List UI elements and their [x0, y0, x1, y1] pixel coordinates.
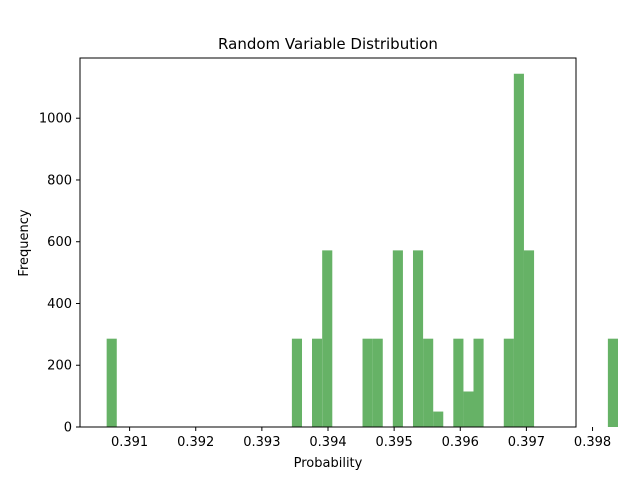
histogram-bar	[311, 338, 323, 427]
x-tick-label: 0.392	[177, 435, 214, 450]
y-tick-label: 600	[47, 235, 72, 250]
y-tick-label: 400	[47, 297, 72, 312]
histogram-bar	[523, 250, 535, 427]
histogram-bar	[322, 250, 333, 427]
histogram-bar	[106, 338, 117, 427]
y-tick-label: 200	[47, 359, 72, 374]
x-axis-label: Probability	[294, 456, 363, 471]
histogram-bar	[463, 391, 474, 427]
y-tick-label: 1000	[39, 112, 72, 127]
histogram-bar	[392, 250, 403, 427]
plot-frame	[79, 57, 577, 428]
histogram-bar	[607, 338, 618, 427]
x-tick-label: 0.391	[111, 435, 148, 450]
histogram-bar	[372, 338, 383, 427]
y-tick-label: 800	[47, 173, 72, 188]
histogram-bar	[412, 250, 424, 427]
x-tick-label: 0.397	[508, 435, 545, 450]
x-tick-label: 0.394	[309, 435, 346, 450]
histogram-bar	[433, 411, 444, 427]
histogram-bar	[453, 338, 464, 427]
histogram-bar	[423, 338, 434, 427]
x-tick-label: 0.396	[442, 435, 479, 450]
y-tick-label: 0	[64, 421, 72, 436]
histogram-bar	[503, 338, 514, 427]
y-axis-ticks: 0 200 400 600 800 1000	[39, 112, 80, 436]
chart-title: Random Variable Distribution	[218, 35, 438, 53]
histogram-bar	[291, 338, 303, 427]
x-tick-label: 0.395	[376, 435, 413, 450]
y-axis-label: Frequency	[17, 209, 32, 276]
x-tick-label: 0.398	[574, 435, 611, 450]
histogram-bar	[362, 338, 373, 427]
histogram-bar	[473, 338, 484, 427]
histogram-bar	[513, 73, 524, 428]
x-tick-label: 0.393	[243, 435, 280, 450]
x-axis-ticks: 0.391 0.392 0.393 0.394 0.395 0.396 0.397 0.398	[111, 427, 611, 450]
bars-group	[106, 73, 618, 428]
